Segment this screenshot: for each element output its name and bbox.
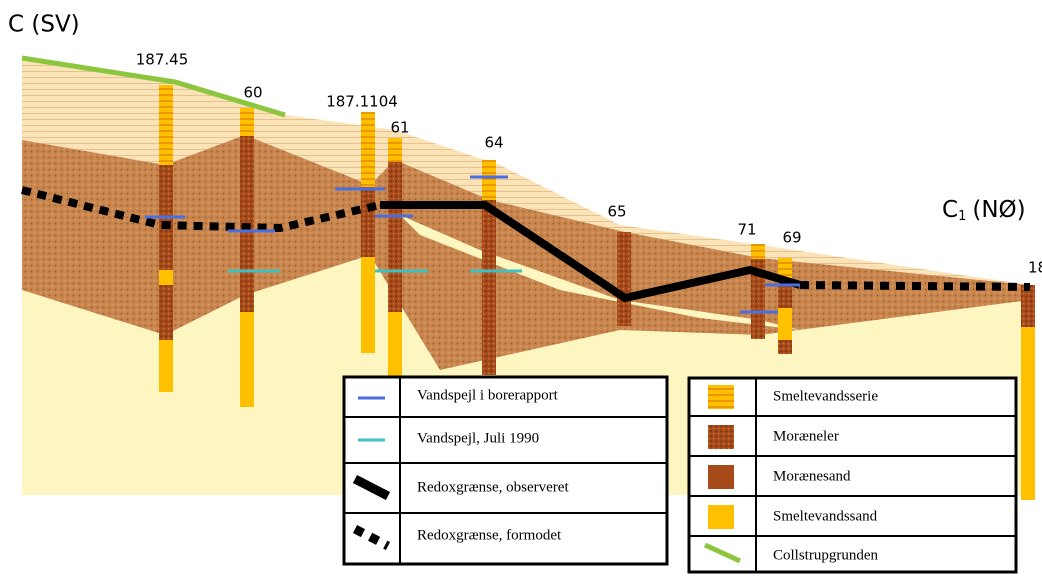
cross-section: C (SV) C1(NØ) 187.45 60 187.1104 61 64 6… [0, 0, 1042, 576]
borehole-label: 187 [1028, 259, 1042, 277]
borehole [778, 308, 792, 340]
borehole [159, 85, 173, 165]
redox-assumed [800, 285, 1030, 287]
legend-text: Moræneler [773, 428, 839, 444]
borehole [482, 160, 496, 200]
legend-right: Smeltevandsserie Moræneler Morænesand Sm… [689, 378, 1016, 572]
borehole [159, 270, 173, 285]
legend-left: Vandspejl i borerapport Vandspejl, Juli … [344, 377, 667, 564]
borehole-label: 61 [390, 119, 409, 137]
borehole-label: 187.45 [136, 51, 189, 69]
legend-text: Collstrupgrunden [773, 547, 878, 563]
borehole [1021, 327, 1035, 500]
legend-text: Redoxgrænse, formodet [417, 527, 562, 543]
legend-text: Smeltevandssand [773, 508, 878, 524]
borehole [778, 340, 792, 354]
borehole [240, 108, 254, 136]
borehole [778, 283, 792, 308]
borehole [361, 257, 375, 353]
borehole-label: 60 [243, 84, 262, 102]
borehole [388, 138, 402, 162]
borehole-label: 64 [484, 134, 503, 152]
borehole [751, 244, 765, 259]
borehole [361, 187, 375, 257]
borehole [240, 312, 254, 407]
borehole-label: 71 [737, 221, 756, 239]
borehole [482, 200, 496, 375]
borehole [159, 340, 173, 392]
borehole-label: 187.1104 [326, 93, 398, 111]
legend-text: Vandspejl, Juli 1990 [417, 430, 539, 446]
borehole [388, 312, 402, 377]
legend-text: Smeltevandsserie [773, 388, 878, 404]
legend-text: Morænesand [773, 468, 851, 484]
borehole-label: 69 [782, 229, 801, 247]
legend-text: Vandspejl i borerapport [417, 387, 559, 403]
borehole [159, 285, 173, 340]
borehole [1021, 285, 1035, 327]
title-left: C (SV) [8, 12, 80, 38]
borehole [388, 162, 402, 312]
legend-text: Redoxgrænse, observeret [417, 479, 569, 495]
borehole-label: 65 [607, 203, 626, 221]
title-right: C1(NØ) [942, 197, 1026, 224]
borehole [361, 112, 375, 187]
borehole [617, 232, 631, 326]
